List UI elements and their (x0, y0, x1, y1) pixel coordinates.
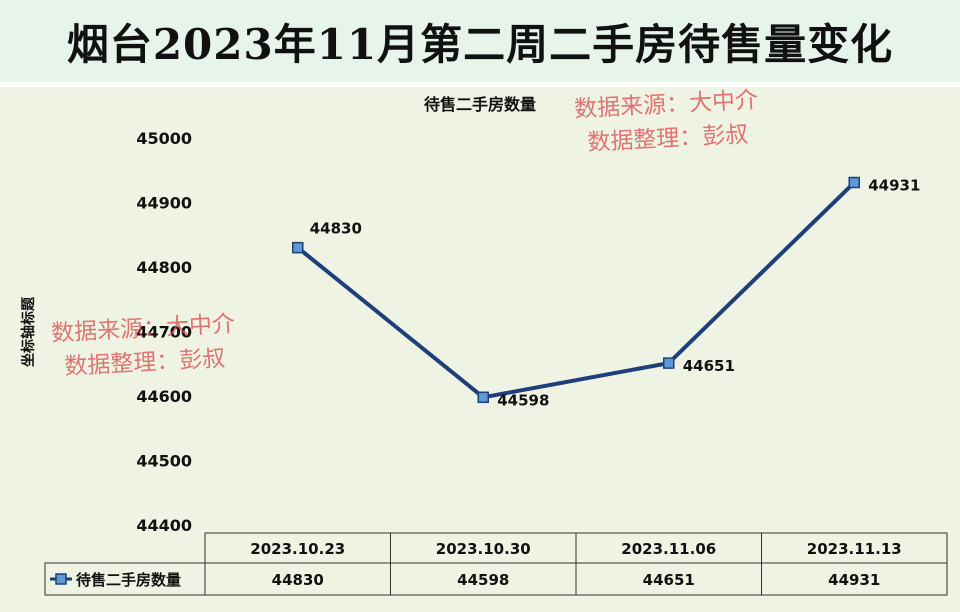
x-category-label: 2023.11.06 (621, 540, 716, 558)
data-label: 44598 (497, 391, 549, 409)
y-tick-label: 44900 (136, 194, 192, 213)
page-title: 烟台2023年11月第二周二手房待售量变化 (0, 0, 960, 82)
table-value-cell: 44651 (643, 571, 695, 589)
data-label: 44651 (683, 357, 735, 375)
y-tick-label: 45000 (136, 129, 192, 148)
y-tick-label: 44600 (136, 387, 192, 406)
x-category-label: 2023.11.13 (807, 540, 902, 558)
y-tick-label: 44800 (136, 258, 192, 277)
chart-title: 待售二手房数量 (424, 95, 536, 114)
table-value-cell: 44830 (272, 571, 324, 589)
x-category-label: 2023.10.30 (436, 540, 531, 558)
title-divider (0, 82, 960, 87)
watermark-left: 数据来源：大中介 数据整理：彭叔 (50, 307, 237, 385)
table-value-cell: 44598 (457, 571, 509, 589)
series-line (296, 181, 856, 400)
chart-area (0, 87, 960, 612)
data-label: 44931 (868, 177, 920, 195)
legend-marker (55, 573, 67, 585)
legend-label: 待售二手房数量 (76, 571, 181, 589)
y-tick-label: 44500 (136, 452, 192, 471)
y-tick-label: 44400 (136, 516, 192, 535)
data-point-marker (477, 391, 489, 404)
x-category-label: 2023.10.23 (250, 540, 345, 558)
data-label: 44830 (310, 220, 362, 238)
data-point-marker (848, 176, 860, 189)
data-point-marker (292, 241, 304, 254)
watermark-top: 数据来源：大中介 数据整理：彭叔 (573, 83, 760, 161)
data-point-marker (663, 357, 675, 369)
y-tick-label: 44700 (136, 323, 192, 342)
table-value-cell: 44931 (828, 571, 880, 589)
y-axis-title: 坐标轴标题 (20, 296, 37, 367)
